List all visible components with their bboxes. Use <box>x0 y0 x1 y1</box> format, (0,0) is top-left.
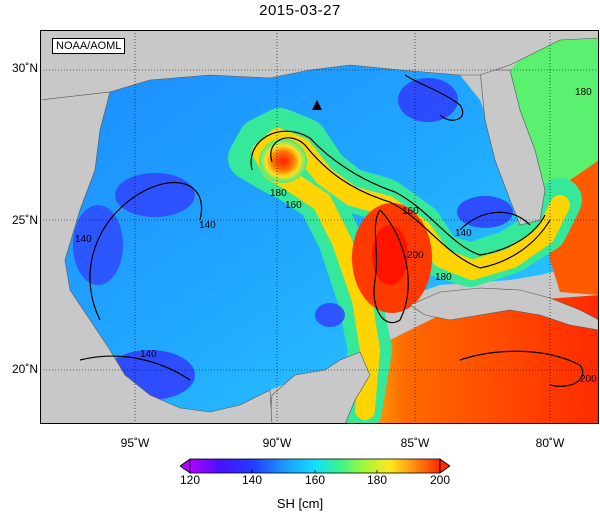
gulf-basin <box>65 65 560 412</box>
source-label: NOAA/AOML <box>52 38 126 54</box>
contour-label: 160 <box>402 206 419 217</box>
contour-label: 180 <box>270 188 287 199</box>
colorbar <box>180 458 450 474</box>
florida-peninsula <box>479 69 546 226</box>
colorbar-tick: 140 <box>241 473 263 487</box>
lat-label-30n: 30˚N <box>11 61 38 75</box>
colorbar-tick: 120 <box>179 473 201 487</box>
north-coast <box>39 29 600 101</box>
contour-180-loop <box>270 137 551 269</box>
colorbar-tick: 180 <box>366 473 388 487</box>
colorbar-tick: 160 <box>304 473 326 487</box>
map-title: 2015-03-27 <box>259 2 341 19</box>
contour-label: 200 <box>407 250 424 261</box>
colorbar-title: SH [cm] <box>276 496 324 511</box>
lon-label-80w: 80˚W <box>535 436 565 450</box>
warm-pool-core <box>372 225 408 285</box>
west-coast <box>39 91 273 425</box>
contour-140-west <box>89 182 203 321</box>
low-central <box>315 303 345 327</box>
contour-200-center <box>373 209 409 324</box>
low-southwest <box>73 205 123 285</box>
colorbar-low-arrow <box>180 458 191 474</box>
lon-label-90w: 90˚W <box>262 436 292 450</box>
station-marker-triangle <box>312 100 322 110</box>
atlantic-warm <box>545 160 599 295</box>
lon-label-85w: 85˚W <box>400 436 430 450</box>
contour-label: 160 <box>285 200 302 211</box>
colorbar-tick: 200 <box>429 473 451 487</box>
lat-label-25n: 25˚N <box>11 213 38 227</box>
contour-160-loop <box>250 130 546 256</box>
warm-eddy-north <box>259 139 307 183</box>
low-northeast <box>398 78 458 122</box>
contour-label: 180 <box>575 87 592 98</box>
contour-label: 140 <box>75 234 92 245</box>
lon-label-95w: 95˚W <box>120 436 150 450</box>
contour-140-south <box>79 355 191 381</box>
sea-height-map: 140 140 140 140 160 160 180 180 180 200 … <box>39 29 600 432</box>
map-frame: 140 140 140 140 160 160 180 180 180 200 … <box>39 29 600 432</box>
contour-label: 140 <box>455 228 472 239</box>
contour-label: 180 <box>435 272 452 283</box>
graticule <box>40 30 599 424</box>
caribbean-warm <box>340 295 599 424</box>
low-west <box>115 173 195 217</box>
contour-140-ne <box>404 74 464 121</box>
lat-label-20n: 20˚N <box>11 362 38 376</box>
contour-label: 140 <box>140 349 157 360</box>
yucatan-peninsula <box>269 351 371 425</box>
contour-label: 140 <box>199 220 216 231</box>
contour-label: 200 <box>580 374 597 385</box>
colorbar-high-arrow <box>439 458 450 474</box>
map-border <box>40 30 599 424</box>
contour-value-labels: 140 140 140 140 160 160 180 180 180 200 … <box>75 87 597 385</box>
contour-200-south <box>459 350 584 387</box>
